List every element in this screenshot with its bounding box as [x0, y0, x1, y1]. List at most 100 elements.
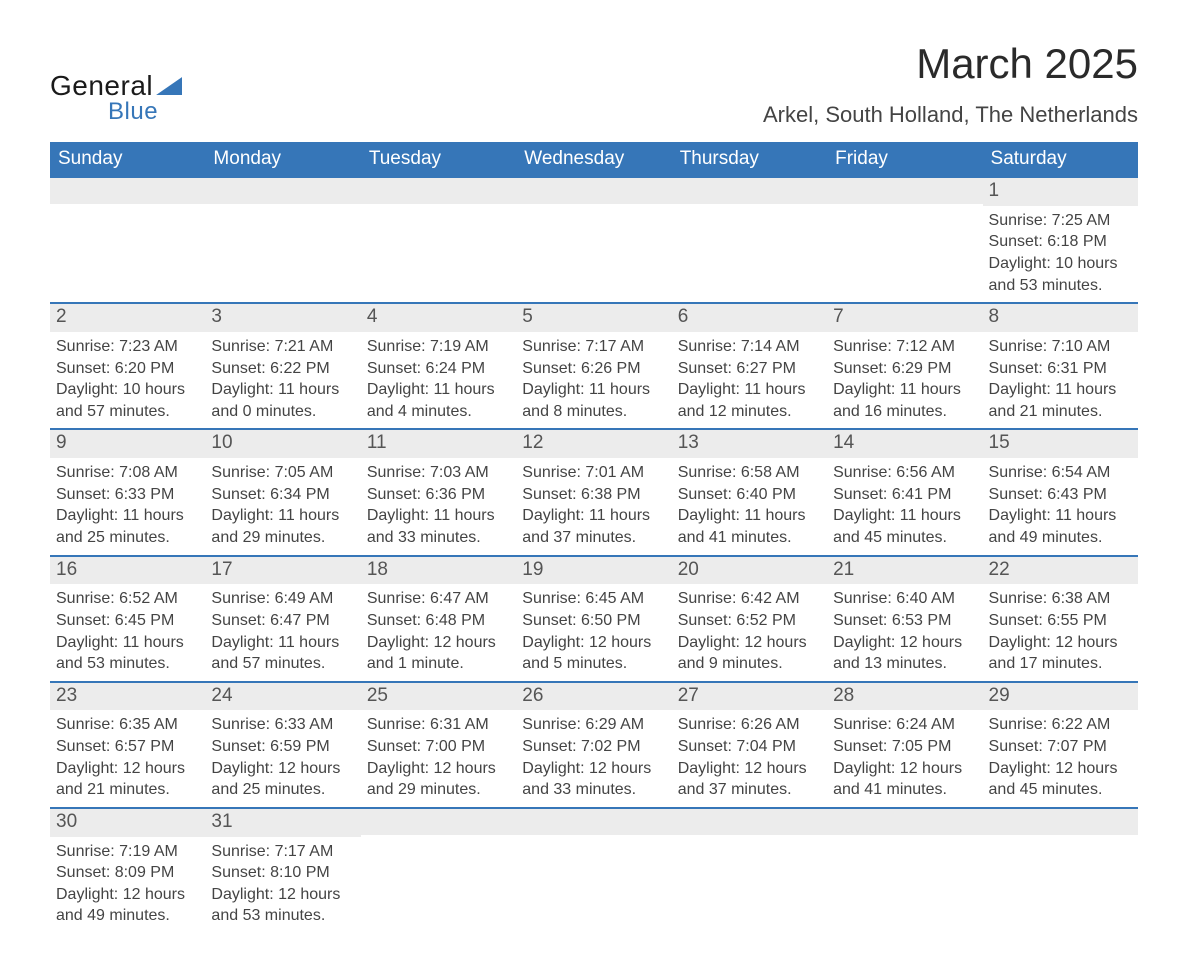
- sunset-text: Sunset: 6:47 PM: [211, 610, 354, 632]
- calendar-cell: 3Sunrise: 7:21 AMSunset: 6:22 PMDaylight…: [205, 304, 360, 428]
- sunset-text: Sunset: 6:43 PM: [989, 484, 1132, 506]
- logo-triangle-icon: [156, 77, 182, 95]
- sunrise-text: Sunrise: 7:23 AM: [56, 336, 199, 358]
- day-data: Sunrise: 7:03 AMSunset: 6:36 PMDaylight:…: [361, 458, 516, 554]
- day-data: [827, 835, 982, 923]
- sunset-text: Sunset: 6:41 PM: [833, 484, 976, 506]
- sunset-text: Sunset: 6:36 PM: [367, 484, 510, 506]
- calendar-week: 30Sunrise: 7:19 AMSunset: 8:09 PMDayligh…: [50, 807, 1138, 933]
- col-saturday: Saturday: [983, 142, 1138, 178]
- daylight-text: Daylight: 11 hours and 0 minutes.: [211, 379, 354, 422]
- calendar-cell: 8Sunrise: 7:10 AMSunset: 6:31 PMDaylight…: [983, 304, 1138, 428]
- sunset-text: Sunset: 7:00 PM: [367, 736, 510, 758]
- calendar-cell: [205, 178, 360, 302]
- col-sunday: Sunday: [50, 142, 205, 178]
- calendar-week: 23Sunrise: 6:35 AMSunset: 6:57 PMDayligh…: [50, 681, 1138, 807]
- day-number: 24: [205, 683, 360, 711]
- calendar-cell: [50, 178, 205, 302]
- day-data: [50, 204, 205, 292]
- sunrise-text: Sunrise: 6:54 AM: [989, 462, 1132, 484]
- day-data: Sunrise: 6:40 AMSunset: 6:53 PMDaylight:…: [827, 584, 982, 680]
- weeks-container: 1Sunrise: 7:25 AMSunset: 6:18 PMDaylight…: [50, 178, 1138, 933]
- sunrise-text: Sunrise: 7:10 AM: [989, 336, 1132, 358]
- sunrise-text: Sunrise: 7:17 AM: [522, 336, 665, 358]
- day-data: [827, 204, 982, 292]
- calendar-cell: 20Sunrise: 6:42 AMSunset: 6:52 PMDayligh…: [672, 557, 827, 681]
- day-number: 10: [205, 430, 360, 458]
- day-number: 6: [672, 304, 827, 332]
- day-number: 22: [983, 557, 1138, 585]
- sunrise-text: Sunrise: 6:38 AM: [989, 588, 1132, 610]
- day-data: Sunrise: 7:12 AMSunset: 6:29 PMDaylight:…: [827, 332, 982, 428]
- day-data: Sunrise: 6:31 AMSunset: 7:00 PMDaylight:…: [361, 710, 516, 806]
- sunset-text: Sunset: 6:18 PM: [989, 231, 1132, 253]
- calendar-cell: [516, 809, 671, 933]
- sunrise-text: Sunrise: 7:01 AM: [522, 462, 665, 484]
- col-friday: Friday: [827, 142, 982, 178]
- sunset-text: Sunset: 7:05 PM: [833, 736, 976, 758]
- day-number: [361, 178, 516, 204]
- logo-text-blue: Blue: [108, 98, 182, 126]
- daylight-text: Daylight: 12 hours and 33 minutes.: [522, 758, 665, 801]
- sunrise-text: Sunrise: 6:24 AM: [833, 714, 976, 736]
- day-number: [827, 178, 982, 204]
- calendar-cell: [516, 178, 671, 302]
- day-data: Sunrise: 6:38 AMSunset: 6:55 PMDaylight:…: [983, 584, 1138, 680]
- calendar-cell: 12Sunrise: 7:01 AMSunset: 6:38 PMDayligh…: [516, 430, 671, 554]
- day-number: 14: [827, 430, 982, 458]
- sunset-text: Sunset: 6:27 PM: [678, 358, 821, 380]
- col-tuesday: Tuesday: [361, 142, 516, 178]
- day-data: [361, 204, 516, 292]
- daylight-text: Daylight: 11 hours and 57 minutes.: [211, 632, 354, 675]
- sunset-text: Sunset: 6:22 PM: [211, 358, 354, 380]
- sunset-text: Sunset: 8:09 PM: [56, 862, 199, 884]
- daylight-text: Daylight: 11 hours and 21 minutes.: [989, 379, 1132, 422]
- daylight-text: Daylight: 12 hours and 45 minutes.: [989, 758, 1132, 801]
- day-data: Sunrise: 7:25 AMSunset: 6:18 PMDaylight:…: [983, 206, 1138, 302]
- day-data: Sunrise: 6:58 AMSunset: 6:40 PMDaylight:…: [672, 458, 827, 554]
- sunrise-text: Sunrise: 6:45 AM: [522, 588, 665, 610]
- day-data: Sunrise: 7:23 AMSunset: 6:20 PMDaylight:…: [50, 332, 205, 428]
- day-data: Sunrise: 6:24 AMSunset: 7:05 PMDaylight:…: [827, 710, 982, 806]
- calendar-cell: [672, 178, 827, 302]
- day-number: 16: [50, 557, 205, 585]
- sunset-text: Sunset: 6:33 PM: [56, 484, 199, 506]
- day-data: [361, 835, 516, 923]
- sunrise-text: Sunrise: 6:31 AM: [367, 714, 510, 736]
- daylight-text: Daylight: 12 hours and 1 minute.: [367, 632, 510, 675]
- sunrise-text: Sunrise: 6:42 AM: [678, 588, 821, 610]
- day-data: Sunrise: 6:22 AMSunset: 7:07 PMDaylight:…: [983, 710, 1138, 806]
- calendar-cell: 14Sunrise: 6:56 AMSunset: 6:41 PMDayligh…: [827, 430, 982, 554]
- calendar-cell: 11Sunrise: 7:03 AMSunset: 6:36 PMDayligh…: [361, 430, 516, 554]
- day-data: [983, 835, 1138, 923]
- day-data: Sunrise: 6:49 AMSunset: 6:47 PMDaylight:…: [205, 584, 360, 680]
- day-data: Sunrise: 7:05 AMSunset: 6:34 PMDaylight:…: [205, 458, 360, 554]
- day-data: [672, 835, 827, 923]
- daylight-text: Daylight: 11 hours and 12 minutes.: [678, 379, 821, 422]
- page: General Blue March 2025 Arkel, South Hol…: [0, 0, 1188, 953]
- calendar-cell: [361, 809, 516, 933]
- day-data: Sunrise: 7:21 AMSunset: 6:22 PMDaylight:…: [205, 332, 360, 428]
- col-monday: Monday: [205, 142, 360, 178]
- day-number: [361, 809, 516, 835]
- calendar-cell: 10Sunrise: 7:05 AMSunset: 6:34 PMDayligh…: [205, 430, 360, 554]
- day-data: Sunrise: 6:26 AMSunset: 7:04 PMDaylight:…: [672, 710, 827, 806]
- sunrise-text: Sunrise: 6:58 AM: [678, 462, 821, 484]
- calendar-cell: 13Sunrise: 6:58 AMSunset: 6:40 PMDayligh…: [672, 430, 827, 554]
- calendar-cell: 5Sunrise: 7:17 AMSunset: 6:26 PMDaylight…: [516, 304, 671, 428]
- calendar-cell: [827, 178, 982, 302]
- day-number: 3: [205, 304, 360, 332]
- sunset-text: Sunset: 6:55 PM: [989, 610, 1132, 632]
- sunrise-text: Sunrise: 6:47 AM: [367, 588, 510, 610]
- sunset-text: Sunset: 6:45 PM: [56, 610, 199, 632]
- daylight-text: Daylight: 12 hours and 17 minutes.: [989, 632, 1132, 675]
- calendar-cell: 22Sunrise: 6:38 AMSunset: 6:55 PMDayligh…: [983, 557, 1138, 681]
- sunrise-text: Sunrise: 7:19 AM: [56, 841, 199, 863]
- sunset-text: Sunset: 6:34 PM: [211, 484, 354, 506]
- daylight-text: Daylight: 11 hours and 25 minutes.: [56, 505, 199, 548]
- calendar-cell: 30Sunrise: 7:19 AMSunset: 8:09 PMDayligh…: [50, 809, 205, 933]
- day-data: Sunrise: 6:45 AMSunset: 6:50 PMDaylight:…: [516, 584, 671, 680]
- sunrise-text: Sunrise: 7:17 AM: [211, 841, 354, 863]
- calendar-cell: 7Sunrise: 7:12 AMSunset: 6:29 PMDaylight…: [827, 304, 982, 428]
- day-number: 8: [983, 304, 1138, 332]
